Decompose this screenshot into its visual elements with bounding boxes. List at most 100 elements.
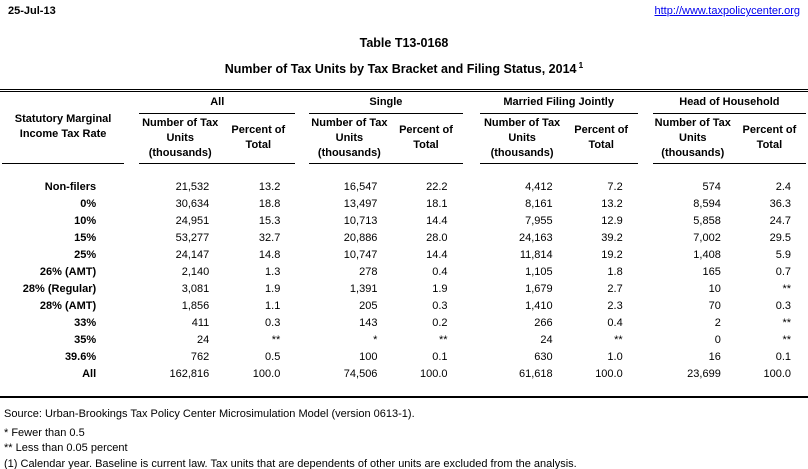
cell-single-percent: 22.2 [426, 180, 448, 193]
cell-single-number: 278 [359, 265, 378, 278]
table-row: 10% 24,951 15.3 10,713 14.4 7,955 12.9 5… [2, 213, 806, 230]
cell-married-percent: 12.9 [601, 214, 623, 227]
cell-hoh-number: 23,699 [687, 367, 721, 380]
cell-hoh-number: 574 [702, 180, 721, 193]
cell-hoh-number: 0 [714, 333, 721, 346]
table-row: Non-filers 21,532 13.2 16,547 22.2 4,412… [2, 163, 806, 196]
cell-hoh-percent: 100.0 [763, 367, 791, 380]
table-row: 28% (AMT) 1,856 1.1 205 0.3 1,410 2.3 70… [2, 298, 806, 315]
cell-married-percent: 2.7 [607, 282, 623, 295]
group-header-row: Statutory Marginal Income Tax Rate All S… [2, 92, 806, 164]
cell-single-percent: 0.2 [432, 316, 448, 329]
cell-hoh-number: 7,002 [693, 231, 721, 244]
cell-married-percent: 2.3 [607, 299, 623, 312]
row-label: 10% [74, 214, 97, 227]
cell-married-percent: 19.2 [601, 248, 623, 261]
table-row: 39.6% 762 0.5 100 0.1 630 1.0 16 0.1 [2, 349, 806, 366]
cell-single-number: 13,497 [343, 197, 378, 210]
subcolumn-header-row: Number of Tax Units (thousands) Percent … [2, 113, 806, 164]
cell-single-percent: 18.1 [426, 197, 448, 210]
cell-all-number: 411 [191, 316, 210, 329]
cell-married-number: 4,412 [525, 180, 553, 193]
cell-hoh-number: 8,594 [693, 197, 721, 210]
cell-all-number: 24,951 [175, 214, 210, 227]
cell-single-number: * [373, 333, 378, 346]
cell-married-percent: 1.8 [607, 265, 623, 278]
column-spacer [124, 113, 139, 163]
row-label: Non-filers [44, 180, 97, 193]
table-top-border [0, 89, 808, 93]
cell-single-number: 20,886 [343, 231, 378, 244]
cell-married-number: 24,163 [518, 231, 553, 244]
cell-married-number: 1,410 [525, 299, 553, 312]
cell-married-percent: 7.2 [607, 180, 623, 193]
cell-hoh-percent: 5.9 [775, 248, 791, 261]
cell-married-percent: 0.4 [607, 316, 623, 329]
subheader-percent: Percent of Total [732, 113, 806, 164]
cell-married-percent: ** [614, 333, 623, 346]
top-bar: 25-Jul-13 http://www.taxpolicycenter.org [2, 0, 806, 19]
group-header-married: Married Filing Jointly [479, 92, 638, 114]
footnotes: Source: Urban-Brookings Tax Policy Cente… [2, 398, 806, 469]
cell-all-percent: 1.9 [265, 282, 281, 295]
column-spacer [295, 113, 309, 163]
cell-married-number: 61,618 [518, 367, 553, 380]
cell-hoh-number: 165 [702, 265, 721, 278]
cell-single-number: 16,547 [343, 180, 378, 193]
cell-married-number: 24 [540, 333, 553, 346]
cell-single-number: 10,713 [343, 214, 378, 227]
source-note: Source: Urban-Brookings Tax Policy Cente… [4, 407, 415, 420]
table-subtitle: Number of Tax Units by Tax Bracket and F… [2, 57, 806, 77]
cell-single-number: 1,391 [349, 282, 378, 295]
cell-married-percent: 100.0 [595, 367, 623, 380]
group-header-hoh: Head of Household [652, 92, 806, 114]
cell-single-number: 143 [359, 316, 378, 329]
cell-hoh-number: 10 [708, 282, 721, 295]
cell-married-number: 11,814 [519, 248, 553, 261]
column-spacer [638, 92, 653, 113]
subheader-percent: Percent of Total [389, 113, 463, 164]
cell-all-number: 162,816 [169, 367, 210, 380]
cell-single-percent: 0.1 [432, 350, 448, 363]
column-spacer [295, 92, 309, 113]
cell-hoh-percent: 0.3 [775, 299, 791, 312]
footnote-star: * Fewer than 0.5 [4, 426, 85, 439]
cell-all-percent: 1.1 [265, 299, 281, 312]
cell-married-number: 7,955 [525, 214, 553, 227]
cell-single-number: 205 [359, 299, 378, 312]
cell-all-percent: 14.8 [258, 248, 281, 261]
tax-units-table: Statutory Marginal Income Tax Rate All S… [2, 92, 806, 383]
cell-married-number: 1,105 [525, 265, 553, 278]
cell-hoh-number: 16 [708, 350, 721, 363]
cell-hoh-percent: ** [782, 282, 791, 295]
cell-single-number: 74,506 [343, 367, 378, 380]
cell-hoh-percent: 2.4 [775, 180, 791, 193]
taxpolicycenter-link[interactable]: http://www.taxpolicycenter.org [654, 5, 800, 17]
row-label: All [82, 367, 97, 380]
cell-single-percent: 100.0 [420, 367, 448, 380]
group-header-all: All [139, 92, 296, 114]
row-label: 35% [74, 333, 97, 346]
subheader-percent: Percent of Total [564, 113, 638, 164]
cell-hoh-percent: 29.5 [769, 231, 791, 244]
column-spacer [463, 113, 480, 163]
table-row: 33% 411 0.3 143 0.2 266 0.4 2 ** [2, 315, 806, 332]
cell-hoh-percent: 0.7 [775, 265, 791, 278]
table-row-total: All 162,816 100.0 74,506 100.0 61,618 10… [2, 366, 806, 383]
cell-single-percent: 0.3 [432, 299, 448, 312]
row-label: 28% (Regular) [22, 282, 97, 295]
row-label: 26% (AMT) [39, 265, 97, 278]
cell-all-percent: 15.3 [258, 214, 281, 227]
table-row: 26% (AMT) 2,140 1.3 278 0.4 1,105 1.8 16… [2, 264, 806, 281]
subtitle-text: Number of Tax Units by Tax Bracket and F… [224, 62, 577, 77]
footnote-1: (1) Calendar year. Baseline is current l… [4, 457, 577, 469]
group-header-single: Single [309, 92, 463, 114]
table-row: 15% 53,277 32.7 20,886 28.0 24,163 39.2 … [2, 230, 806, 247]
cell-hoh-percent: 36.3 [769, 197, 791, 210]
column-spacer [638, 113, 653, 163]
cell-hoh-number: 70 [708, 299, 721, 312]
cell-single-percent: 28.0 [426, 231, 448, 244]
cell-single-percent: 14.4 [426, 214, 448, 227]
row-label: 33% [74, 316, 97, 329]
